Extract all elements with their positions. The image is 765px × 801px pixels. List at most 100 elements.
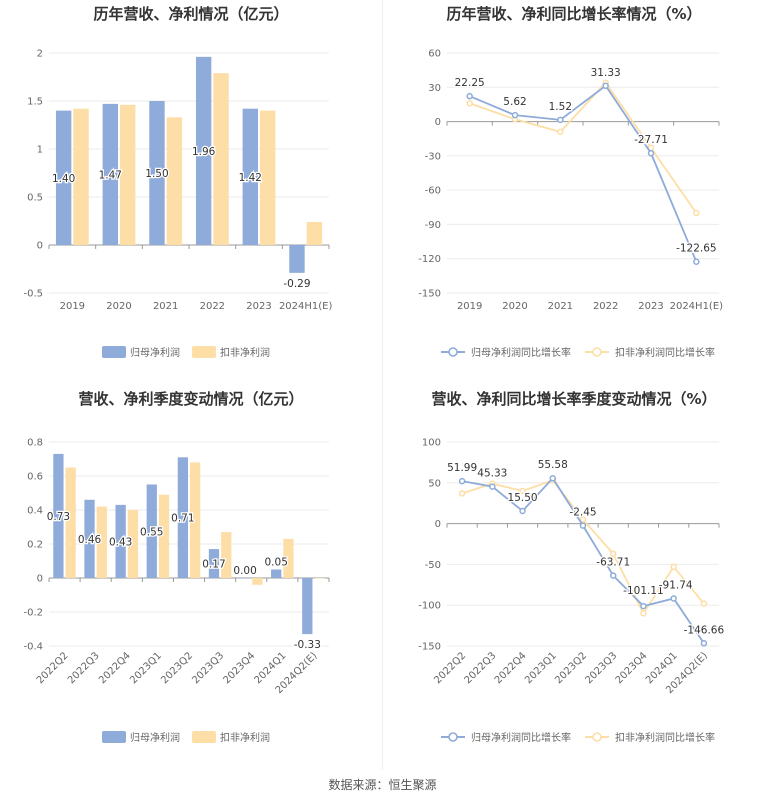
- point-adjusted-net-profit-growth: [700, 600, 708, 607]
- y-tick-label: 2: [37, 49, 43, 60]
- legend-swatch-adjusted-net-profit: [192, 731, 216, 743]
- y-tick-label: 100: [422, 438, 441, 449]
- y-tick-label: 50: [428, 478, 441, 489]
- line-data-label: -101.11: [623, 585, 664, 597]
- bar-adjusted-net-profit: [158, 494, 170, 578]
- y-tick-label: -0.5: [23, 289, 43, 300]
- y-tick-label: -0.4: [23, 642, 43, 653]
- x-tick-label: 2022: [200, 301, 225, 312]
- point-adjusted-net-profit-growth: [458, 490, 466, 497]
- y-tick-label: -150: [418, 642, 441, 653]
- line-net-profit-growth: [461, 476, 705, 644]
- y-tick-label: 0.8: [27, 438, 43, 449]
- bar-net-profit: [302, 578, 313, 635]
- bar-net-profit: [242, 108, 258, 246]
- bar-adjusted-net-profit: [314, 578, 325, 579]
- bar-adjusted-net-profit: [260, 110, 276, 245]
- legend-marker-net-profit-growth: [448, 347, 458, 357]
- y-tick-label: -150: [418, 289, 441, 300]
- point-net-profit-growth: [670, 595, 677, 602]
- bar-adjusted-net-profit: [127, 510, 139, 578]
- bar-data-label: 0.46: [78, 534, 102, 546]
- line-data-label: -91.74: [659, 579, 693, 591]
- bar-net-profit: [177, 457, 188, 578]
- bar-adjusted-net-profit: [96, 506, 107, 578]
- bar-data-label: 1.40: [52, 173, 75, 185]
- bar-net-profit: [102, 103, 118, 245]
- legend-marker-adjusted-net-profit-growth: [592, 347, 602, 357]
- bar-data-label: 0.73: [47, 511, 70, 523]
- point-adjusted-net-profit-growth: [693, 209, 700, 217]
- point-adjusted-net-profit-growth: [670, 563, 677, 571]
- y-tick-label: 0.6: [27, 472, 43, 483]
- bar-net-profit: [271, 569, 282, 578]
- x-tick-label: 2023: [246, 301, 271, 312]
- legend-marker-net-profit-growth: [448, 732, 458, 742]
- bar-net-profit: [149, 101, 165, 245]
- line-adjusted-net-profit-growth: [461, 479, 705, 616]
- chart-title: 历年营收、净利情况（亿元）: [93, 5, 288, 23]
- bar-data-label: 1.96: [192, 146, 216, 158]
- bar-net-profit: [289, 245, 305, 273]
- x-tick-label: 2023Q1: [128, 650, 164, 686]
- point-net-profit-growth: [557, 116, 564, 124]
- point-net-profit-growth: [609, 572, 617, 579]
- x-tick-label: 2022Q3: [66, 650, 102, 686]
- y-tick-label: 0: [435, 519, 441, 530]
- quarterly-growth-line-chart: 营收、净利同比增长率季度变动情况（%）100500-50-100-1502022…: [418, 390, 725, 744]
- bar-data-label: 1.50: [145, 168, 168, 180]
- bar-net-profit: [146, 484, 157, 578]
- bar-adjusted-net-profit: [213, 73, 229, 245]
- x-tick-label: 2020: [106, 301, 131, 312]
- bar-net-profit: [239, 578, 251, 579]
- point-net-profit-growth: [602, 82, 609, 90]
- point-net-profit-growth: [458, 477, 466, 485]
- y-tick-label: -50: [425, 560, 441, 571]
- x-tick-label: 2024H1(E): [670, 301, 724, 312]
- bar-data-label: 0.55: [140, 526, 163, 538]
- legend-label-adjusted-net-profit: 扣非净利润: [220, 731, 270, 744]
- legend-swatch-net-profit: [102, 731, 126, 743]
- bar-data-label: 0.00: [233, 565, 256, 577]
- bar-net-profit: [55, 110, 72, 245]
- data-source-note: 数据来源：恒生聚源: [328, 778, 437, 792]
- legend-marker-adjusted-net-profit-growth: [592, 732, 602, 742]
- x-tick-label: 2020: [502, 301, 527, 312]
- line-data-label: -122.65: [676, 243, 717, 255]
- x-tick-label: 2023Q2: [159, 650, 195, 686]
- bar-net-profit: [208, 549, 220, 578]
- x-tick-label: 2023Q4: [222, 650, 258, 686]
- y-tick-label: 0.4: [27, 506, 43, 517]
- point-net-profit-growth: [549, 474, 557, 482]
- bar-adjusted-net-profit: [120, 104, 136, 245]
- point-net-profit-growth: [466, 92, 473, 100]
- panel-divider: [382, 0, 383, 770]
- bar-data-label: 0.05: [265, 557, 288, 569]
- bar-adjusted-net-profit: [166, 117, 183, 245]
- bar-adjusted-net-profit: [283, 538, 294, 578]
- legend-label-net-profit: 归母净利润: [130, 346, 180, 359]
- bar-adjusted-net-profit: [190, 462, 201, 578]
- y-tick-label: 0: [37, 241, 43, 252]
- x-tick-label: 2022Q4: [493, 650, 529, 686]
- bar-data-label: -0.33: [294, 639, 321, 651]
- x-tick-label: 2022Q2: [432, 650, 468, 686]
- bar-adjusted-net-profit: [73, 108, 89, 246]
- bar-adjusted-net-profit: [65, 467, 76, 578]
- bar-data-label: 0.43: [109, 536, 132, 548]
- line-data-label: 31.33: [591, 67, 621, 79]
- point-net-profit-growth: [700, 640, 708, 647]
- quarterly-growth-line-panel: 营收、净利同比增长率季度变动情况（%） 100 50 0 -50 -100 -150 2022…: [383, 385, 765, 765]
- bar-net-profit: [195, 56, 212, 246]
- x-tick-label: 2022Q3: [463, 650, 499, 686]
- point-net-profit-growth: [579, 522, 587, 529]
- line-data-label: 15.50: [508, 492, 538, 504]
- annual-growth-line-panel: 历年营收、净利同比增长率情况（%） 60 30 0 -30 -60 -90 -120 -150 2…: [383, 0, 765, 380]
- annual-profit-bar-panel: 历年营收、净利情况（亿元） 2 1.5 1 0.5 0 -0.5 2019 2020 2021 20…: [0, 0, 382, 380]
- point-net-profit-growth: [640, 602, 647, 610]
- y-tick-label: -100: [418, 601, 441, 612]
- x-tick-label: 2022: [593, 301, 618, 312]
- chart-title: 历年营收、净利同比增长率情况（%）: [446, 5, 701, 23]
- y-tick-label: 1.5: [27, 97, 43, 108]
- point-adjusted-net-profit-growth: [640, 610, 647, 617]
